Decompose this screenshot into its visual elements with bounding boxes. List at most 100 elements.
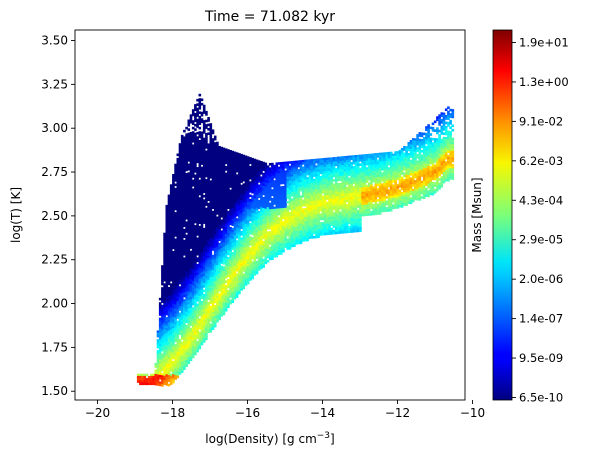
- heatmap-cell: [207, 187, 210, 190]
- heatmap-cell: [224, 159, 228, 162]
- heatmap-cell: [198, 228, 202, 231]
- heatmap-cell: [332, 174, 336, 178]
- heatmap-cell: [218, 275, 221, 279]
- heatmap-cell: [275, 250, 279, 253]
- heatmap-cell: [169, 292, 173, 295]
- heatmap-cell: [165, 257, 169, 261]
- heatmap-cell: [180, 253, 184, 257]
- heatmap-cell: [163, 276, 166, 280]
- heatmap-cell: [180, 231, 184, 235]
- heatmap-cell: [191, 296, 195, 299]
- heatmap-cell: [211, 129, 215, 132]
- heatmap-cell: [202, 175, 206, 178]
- heatmap-cell: [255, 218, 259, 222]
- heatmap-cell: [220, 226, 224, 229]
- heatmap-cell: [233, 294, 237, 298]
- heatmap-cell: [295, 215, 298, 219]
- heatmap-cell: [205, 198, 208, 202]
- heatmap-cell: [207, 301, 210, 305]
- heatmap-cell: [326, 175, 329, 178]
- heatmap-cell: [178, 301, 182, 305]
- heatmap-cell: [321, 202, 325, 205]
- heatmap-cell: [286, 240, 290, 244]
- heatmap-cell: [235, 178, 239, 182]
- heatmap-cell: [218, 150, 221, 153]
- heatmap-cell: [218, 170, 221, 173]
- heatmap-cell: [178, 325, 182, 329]
- heatmap-cell: [198, 331, 202, 334]
- heatmap-cell: [326, 186, 329, 189]
- heatmap-cell: [207, 145, 210, 149]
- heatmap-cell: [264, 230, 268, 234]
- heatmap-cell: [207, 246, 210, 250]
- heatmap-cell: [172, 218, 175, 221]
- heatmap-cell: [178, 341, 182, 344]
- heatmap-cell: [174, 205, 177, 209]
- heatmap-cell: [191, 219, 195, 222]
- heatmap-cell: [178, 198, 182, 201]
- heatmap-cell: [194, 192, 197, 195]
- heatmap-cell: [301, 190, 305, 194]
- heatmap-cell: [257, 188, 261, 192]
- heatmap-cell: [260, 172, 263, 175]
- heatmap-cell: [200, 320, 204, 324]
- heatmap-cell: [235, 260, 239, 263]
- heatmap-cell: [172, 255, 175, 258]
- heatmap-cell: [266, 191, 270, 195]
- heatmap-cell: [174, 229, 177, 233]
- heatmap-cell: [301, 192, 305, 196]
- heatmap-cell: [264, 200, 268, 203]
- heatmap-cell: [222, 308, 226, 311]
- heatmap-cell: [220, 177, 224, 181]
- heatmap-cell: [224, 258, 228, 261]
- heatmap-cell: [209, 149, 213, 153]
- heatmap-cell: [198, 162, 202, 165]
- heatmap-cell: [163, 261, 166, 264]
- heatmap-cell: [220, 252, 224, 255]
- heatmap-cell: [271, 239, 274, 243]
- heatmap-cell: [200, 331, 204, 335]
- heatmap-cell: [253, 231, 257, 234]
- heatmap-cell: [251, 267, 254, 271]
- heatmap-cell: [301, 219, 305, 222]
- heatmap-cell: [172, 288, 175, 291]
- heatmap-cell: [216, 308, 219, 312]
- heatmap-cell: [242, 231, 246, 235]
- heatmap-cell: [209, 220, 213, 223]
- heatmap-cell: [167, 335, 171, 338]
- heatmap-cell: [317, 213, 320, 217]
- heatmap-cell: [205, 161, 208, 165]
- heatmap-cell: [174, 280, 177, 283]
- heatmap-cell: [185, 355, 188, 359]
- heatmap-cell: [220, 285, 224, 288]
- heatmap-cell: [216, 302, 219, 305]
- heatmap-cell: [224, 212, 228, 215]
- heatmap-cell: [253, 182, 257, 186]
- heatmap-cell: [165, 380, 169, 384]
- heatmap-cell: [233, 290, 237, 293]
- heatmap-cell: [233, 167, 237, 170]
- heatmap-cell: [183, 149, 186, 153]
- heatmap-cell: [172, 339, 175, 342]
- heatmap-cell: [198, 173, 202, 176]
- heatmap-cell: [180, 150, 184, 153]
- heatmap-cell: [238, 258, 241, 262]
- heatmap-cell: [330, 205, 334, 209]
- heatmap-cell: [275, 239, 279, 242]
- heatmap-cell: [312, 205, 316, 208]
- heatmap-cell: [165, 325, 169, 329]
- heatmap-cell: [257, 226, 261, 229]
- heatmap-cell: [308, 205, 312, 209]
- heatmap-cell: [284, 232, 287, 235]
- heatmap-cell: [317, 167, 320, 170]
- heatmap-cell: [255, 256, 259, 259]
- heatmap-cell: [194, 220, 197, 224]
- heatmap-cell: [191, 320, 195, 323]
- heatmap-cell: [326, 177, 329, 181]
- heatmap-cell: [156, 367, 160, 371]
- heatmap-cell: [317, 224, 320, 228]
- heatmap-cell: [238, 276, 241, 279]
- heatmap-cell: [284, 163, 287, 167]
- heatmap-cell: [266, 253, 270, 256]
- heatmap-cell: [176, 182, 180, 185]
